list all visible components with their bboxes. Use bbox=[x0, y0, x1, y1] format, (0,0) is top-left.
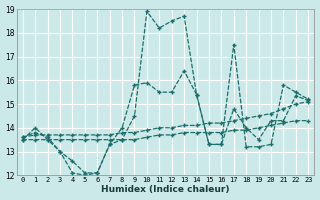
X-axis label: Humidex (Indice chaleur): Humidex (Indice chaleur) bbox=[101, 185, 230, 194]
